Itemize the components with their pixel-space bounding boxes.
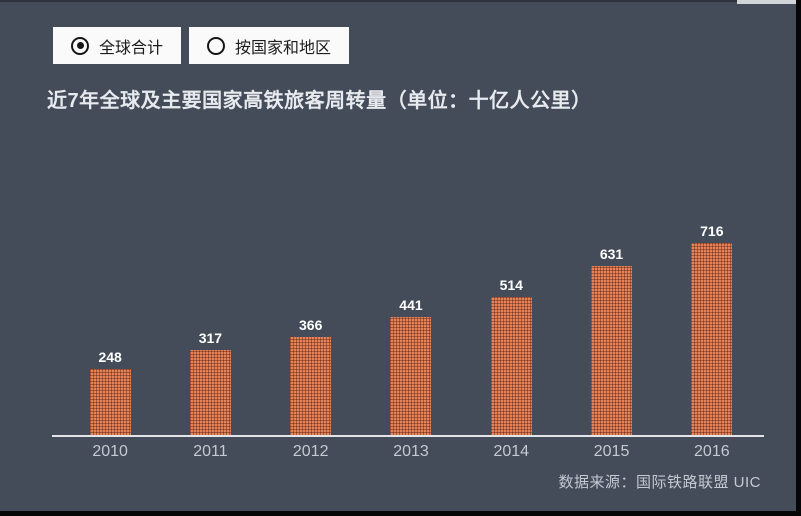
x-axis-line	[52, 435, 764, 437]
bottom-border	[0, 511, 801, 516]
bar-value-label: 441	[399, 297, 423, 313]
bars-row: 248 317 366 441 514 631 716	[60, 200, 762, 436]
x-tick-label: 2015	[593, 443, 630, 460]
top-edge-line	[0, 0, 801, 2]
x-tick-label: 2014	[493, 443, 530, 460]
bar-value-label: 631	[599, 246, 624, 262]
top-right-sliver	[737, 0, 796, 4]
toggle-by-country[interactable]: 按国家和地区	[189, 27, 350, 64]
x-tick-label: 2012	[292, 443, 329, 460]
bar-value-label: 366	[299, 317, 323, 333]
bar[interactable]	[490, 297, 532, 436]
bar[interactable]	[591, 266, 633, 436]
x-tick-label: 2013	[393, 443, 429, 460]
bar-column: 317	[160, 330, 260, 436]
x-ticks-row: 2010 2011 2012 2013 2014 2015 2016	[60, 443, 762, 461]
chart-title: 近7年全球及主要国家高铁旅客周转量（单位：十亿人公里）	[47, 90, 592, 112]
bar-value-label: 514	[499, 277, 523, 293]
bar[interactable]	[691, 243, 733, 436]
x-tick-label: 2011	[193, 443, 228, 460]
bar[interactable]	[189, 350, 231, 436]
toggle-by-country-label: 按国家和地区	[235, 39, 332, 57]
bar[interactable]	[89, 369, 131, 436]
radio-unselected-icon	[207, 36, 226, 55]
bar[interactable]	[390, 317, 432, 436]
right-border	[796, 0, 801, 516]
x-tick-label: 2010	[92, 443, 128, 460]
bar-column: 514	[461, 277, 561, 436]
bar-value-label: 716	[700, 223, 724, 239]
x-tick-label: 2016	[694, 443, 730, 460]
bar-column: 631	[561, 246, 661, 436]
bar-column: 441	[361, 297, 461, 436]
bar-column: 248	[60, 349, 160, 436]
data-source-note: 数据来源：国际铁路联盟 UIC	[558, 474, 761, 491]
bar-column: 366	[261, 317, 361, 436]
bar-value-label: 248	[98, 349, 122, 365]
toggle-global-total[interactable]: 全球合计	[53, 27, 182, 64]
radio-selected-icon	[71, 36, 89, 55]
bar-value-label: 317	[198, 330, 223, 346]
series-toggle-group: 全球合计 按国家和地区	[53, 27, 350, 64]
bar[interactable]	[290, 337, 332, 436]
bar-column: 716	[662, 223, 762, 436]
toggle-global-total-label: 全球合计	[99, 39, 164, 57]
